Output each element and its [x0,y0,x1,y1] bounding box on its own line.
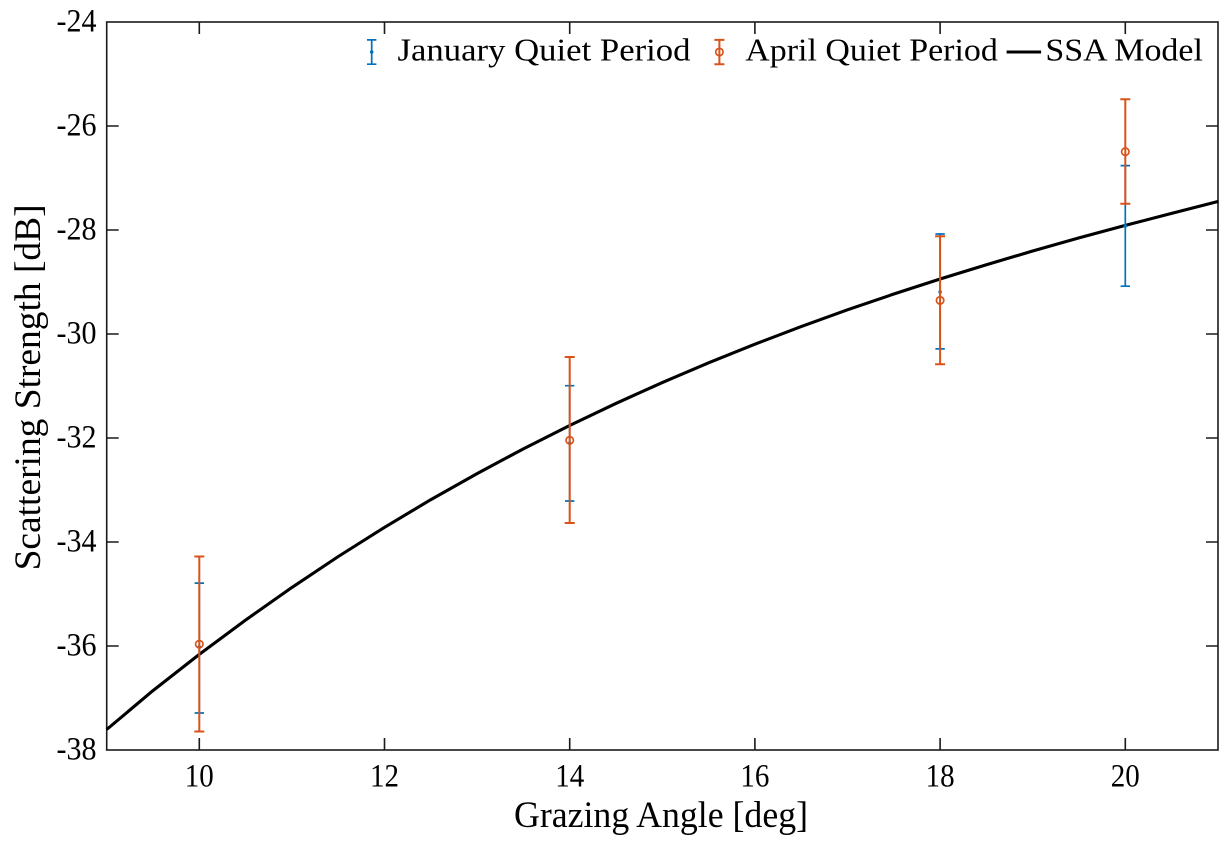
svg-text:SSA Model: SSA Model [1045,33,1203,68]
svg-text:Scattering Strength [dB]: Scattering Strength [dB] [7,204,48,570]
svg-text:-34: -34 [57,523,97,559]
svg-text:-24: -24 [57,3,97,39]
svg-text:-30: -30 [57,315,97,351]
svg-text:-38: -38 [57,731,97,767]
svg-text:18: 18 [926,759,955,795]
svg-text:January Quiet Period: January Quiet Period [398,33,691,68]
svg-text:16: 16 [740,759,769,795]
svg-text:14: 14 [555,759,584,795]
svg-text:Grazing Angle [deg]: Grazing Angle [deg] [514,794,808,835]
svg-text:20: 20 [1111,759,1140,795]
svg-text:-36: -36 [57,627,97,663]
svg-text:-26: -26 [57,107,97,143]
svg-text:-28: -28 [57,211,97,247]
svg-text:April Quiet Period: April Quiet Period [745,33,998,68]
svg-text:10: 10 [185,759,214,795]
svg-text:-32: -32 [57,419,97,455]
svg-text:12: 12 [370,759,399,795]
